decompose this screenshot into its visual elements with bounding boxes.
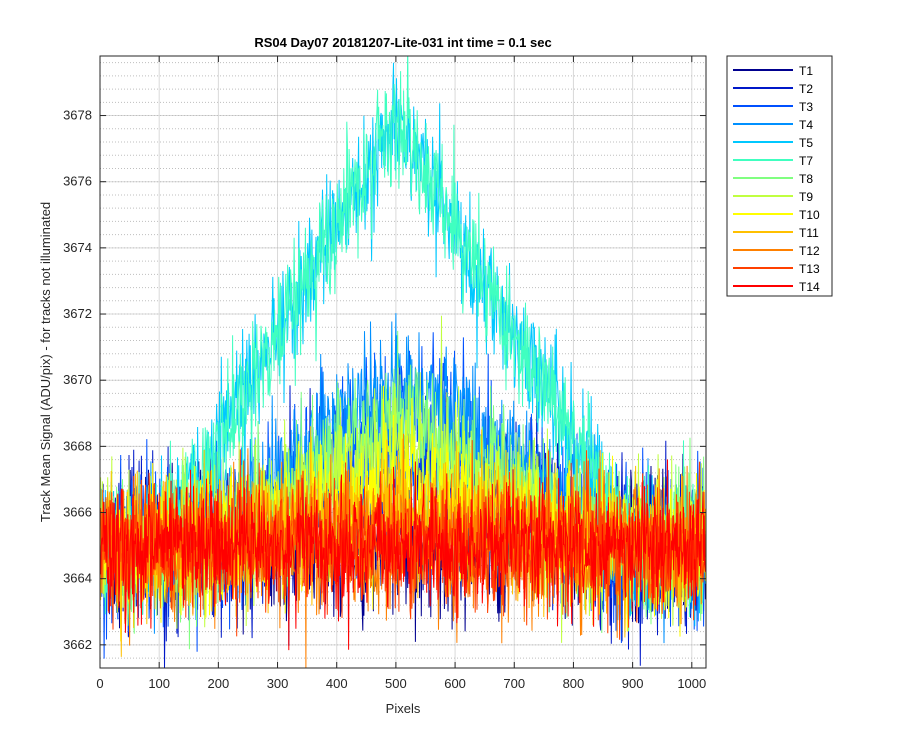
x-axis-label: Pixels xyxy=(386,701,421,716)
y-axis-label: Track Mean Signal (ADU/pix) - for tracks… xyxy=(38,202,53,522)
legend-label: T7 xyxy=(799,154,813,168)
x-tick-label: 400 xyxy=(326,676,348,691)
legend-label: T13 xyxy=(799,262,820,276)
y-tick-label: 3678 xyxy=(63,108,92,123)
legend-box xyxy=(726,55,833,297)
y-tick-label: 3670 xyxy=(63,372,92,387)
plot-frame xyxy=(99,55,707,669)
legend-label: T12 xyxy=(799,244,820,258)
legend-entry-t13[interactable]: T13 xyxy=(733,262,820,276)
legend-label: T14 xyxy=(799,280,820,294)
legend[interactable]: T1 T2 T3 T4 T5 T7 T8 T9 T10 T11 T12 T13 T14 xyxy=(726,55,833,297)
legend-entry-t11[interactable]: T11 xyxy=(733,226,819,240)
y-tick-label: 3662 xyxy=(63,637,92,652)
x-tick-label: 200 xyxy=(208,676,230,691)
legend-label: T5 xyxy=(799,136,813,150)
legend-entry-t2[interactable]: T2 xyxy=(733,82,813,96)
legend-label: T9 xyxy=(799,190,813,204)
x-tick-label: 900 xyxy=(622,676,644,691)
x-tick-label: 500 xyxy=(385,676,407,691)
y-tick-label: 3668 xyxy=(63,438,92,453)
x-tick-label: 300 xyxy=(267,676,289,691)
series-line-t14 xyxy=(100,459,706,651)
legend-entry-t7[interactable]: T7 xyxy=(733,154,813,168)
legend-label: T10 xyxy=(799,208,820,222)
legend-entry-t4[interactable]: T4 xyxy=(733,118,813,132)
x-tick-label: 100 xyxy=(148,676,170,691)
y-tick-label: 3666 xyxy=(63,505,92,520)
y-tick-label: 3664 xyxy=(63,571,92,586)
x-tick-label: 0 xyxy=(96,676,103,691)
legend-label: T1 xyxy=(799,64,813,78)
x-tick-label: 600 xyxy=(444,676,466,691)
x-tick-label: 800 xyxy=(563,676,585,691)
series-layer xyxy=(100,56,706,668)
legend-entry-t10[interactable]: T10 xyxy=(733,208,820,222)
x-tick-label: 1000 xyxy=(677,676,706,691)
chart-title: RS04 Day07 20181207-Lite-031 int time = … xyxy=(254,35,551,50)
tick-layer: 0 100 200 300 400 500 600 700 800 900 1000 3662 3664… xyxy=(63,56,706,691)
legend-label: T4 xyxy=(799,118,813,132)
legend-entry-t1[interactable]: T1 xyxy=(733,64,813,78)
legend-label: T8 xyxy=(799,172,813,186)
legend-entry-t9[interactable]: T9 xyxy=(733,190,813,204)
legend-entry-t5[interactable]: T5 xyxy=(733,136,813,150)
y-tick-label: 3672 xyxy=(63,306,92,321)
legend-entry-t8[interactable]: T8 xyxy=(733,172,813,186)
legend-label: T3 xyxy=(799,100,813,114)
legend-label: T11 xyxy=(799,226,819,240)
legend-label: T2 xyxy=(799,82,813,96)
legend-entry-t3[interactable]: T3 xyxy=(733,100,813,114)
legend-entry-t14[interactable]: T14 xyxy=(733,280,820,294)
y-tick-label: 3676 xyxy=(63,174,92,189)
legend-entry-t12[interactable]: T12 xyxy=(733,244,820,258)
y-tick-label: 3674 xyxy=(63,240,92,255)
x-tick-label: 700 xyxy=(503,676,525,691)
